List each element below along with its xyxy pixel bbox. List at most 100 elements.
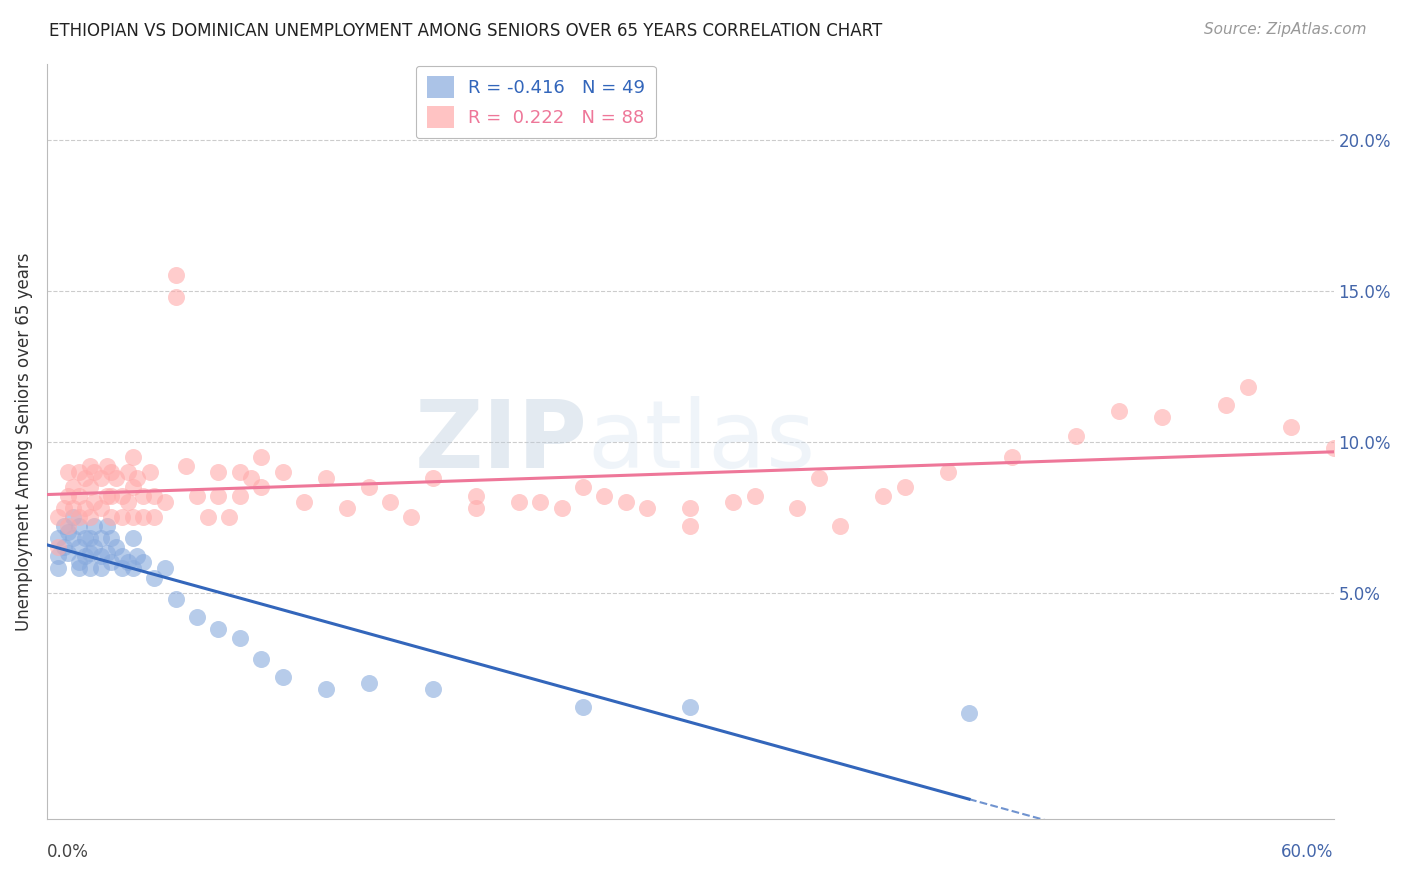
Point xyxy=(67,561,90,575)
Point xyxy=(75,471,97,485)
Y-axis label: Unemployment Among Seniors over 65 years: Unemployment Among Seniors over 65 years xyxy=(15,252,32,631)
Text: 0.0%: 0.0% xyxy=(46,843,89,862)
Point xyxy=(79,510,101,524)
Point xyxy=(58,489,80,503)
Point xyxy=(79,561,101,575)
Text: Source: ZipAtlas.com: Source: ZipAtlas.com xyxy=(1204,22,1367,37)
Point xyxy=(62,501,84,516)
Point xyxy=(218,510,240,524)
Point xyxy=(153,495,176,509)
Text: ZIP: ZIP xyxy=(415,396,588,488)
Point xyxy=(807,471,830,485)
Point xyxy=(100,465,122,479)
Point xyxy=(121,510,143,524)
Point xyxy=(1108,404,1130,418)
Point xyxy=(121,561,143,575)
Point xyxy=(75,549,97,564)
Point xyxy=(593,489,616,503)
Point xyxy=(125,549,148,564)
Point xyxy=(250,480,273,494)
Point xyxy=(464,501,486,516)
Point xyxy=(614,495,637,509)
Point xyxy=(229,465,252,479)
Point xyxy=(872,489,894,503)
Point xyxy=(679,700,702,714)
Point xyxy=(936,465,959,479)
Point xyxy=(100,556,122,570)
Point xyxy=(125,471,148,485)
Point xyxy=(229,489,252,503)
Point xyxy=(744,489,766,503)
Point xyxy=(250,652,273,666)
Point xyxy=(121,531,143,545)
Point xyxy=(508,495,530,509)
Point xyxy=(117,465,139,479)
Point xyxy=(89,549,111,564)
Point xyxy=(132,510,155,524)
Point xyxy=(53,541,76,555)
Point xyxy=(79,546,101,560)
Point xyxy=(186,609,208,624)
Point xyxy=(572,480,595,494)
Point xyxy=(67,519,90,533)
Point xyxy=(67,510,90,524)
Point xyxy=(67,556,90,570)
Point xyxy=(67,465,90,479)
Point xyxy=(96,546,118,560)
Point xyxy=(104,541,127,555)
Point xyxy=(58,546,80,560)
Point xyxy=(53,519,76,533)
Point xyxy=(464,489,486,503)
Point xyxy=(1064,428,1087,442)
Point xyxy=(271,670,294,684)
Point xyxy=(174,458,197,473)
Point xyxy=(83,495,105,509)
Point xyxy=(207,489,229,503)
Point xyxy=(636,501,658,516)
Point xyxy=(786,501,808,516)
Point xyxy=(197,510,219,524)
Point xyxy=(292,495,315,509)
Point xyxy=(117,495,139,509)
Point xyxy=(121,450,143,464)
Point xyxy=(100,510,122,524)
Point xyxy=(104,471,127,485)
Point xyxy=(229,631,252,645)
Point xyxy=(1279,419,1302,434)
Point xyxy=(143,489,166,503)
Point xyxy=(572,700,595,714)
Point xyxy=(58,519,80,533)
Point xyxy=(139,465,162,479)
Point xyxy=(186,489,208,503)
Point xyxy=(207,465,229,479)
Text: 60.0%: 60.0% xyxy=(1281,843,1334,862)
Point xyxy=(58,465,80,479)
Point xyxy=(357,480,380,494)
Point xyxy=(1215,398,1237,412)
Point xyxy=(46,541,69,555)
Point xyxy=(58,525,80,540)
Point xyxy=(378,495,401,509)
Point xyxy=(79,531,101,545)
Point xyxy=(46,510,69,524)
Point xyxy=(165,591,187,606)
Point xyxy=(79,458,101,473)
Point xyxy=(165,290,187,304)
Point xyxy=(75,531,97,545)
Point xyxy=(89,531,111,545)
Point xyxy=(111,489,134,503)
Point xyxy=(83,519,105,533)
Point xyxy=(46,561,69,575)
Point xyxy=(83,465,105,479)
Point xyxy=(117,556,139,570)
Point xyxy=(893,480,915,494)
Point xyxy=(679,501,702,516)
Point xyxy=(100,489,122,503)
Point xyxy=(89,501,111,516)
Point xyxy=(1323,441,1346,455)
Text: ETHIOPIAN VS DOMINICAN UNEMPLOYMENT AMONG SENIORS OVER 65 YEARS CORRELATION CHAR: ETHIOPIAN VS DOMINICAN UNEMPLOYMENT AMON… xyxy=(49,22,883,40)
Point xyxy=(62,510,84,524)
Point xyxy=(401,510,423,524)
Point xyxy=(336,501,359,516)
Point xyxy=(315,471,337,485)
